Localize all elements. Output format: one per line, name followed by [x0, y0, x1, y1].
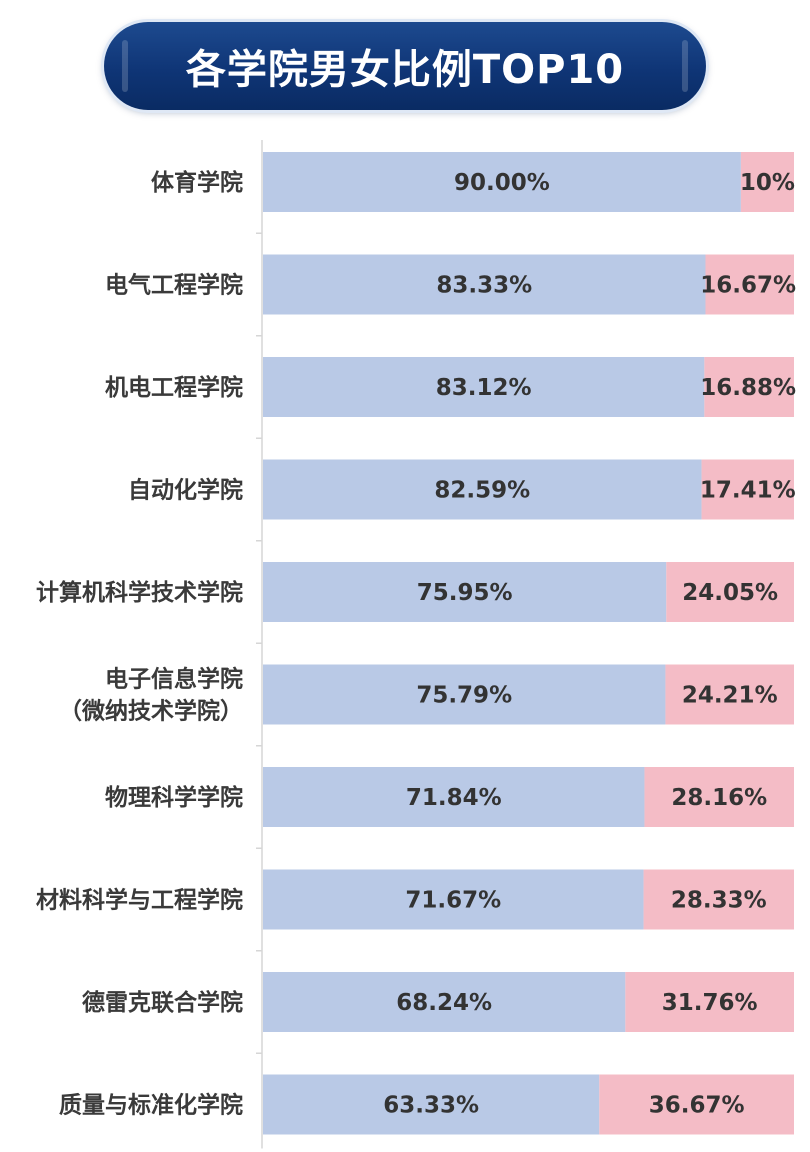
- data-label: 16.88%: [700, 375, 796, 401]
- bar-segment-series-0: [263, 357, 705, 417]
- category-label: 机电工程学院: [105, 374, 243, 401]
- bar-segment-series-1: [599, 1074, 794, 1135]
- data-label: 71.84%: [406, 785, 502, 811]
- bar-segment-series-1: [705, 254, 794, 315]
- category-label-line: 机电工程学院: [105, 374, 243, 401]
- data-label: 83.33%: [436, 273, 532, 299]
- bar-segment-series-1: [704, 357, 794, 417]
- bar-segment-series-0: [263, 254, 706, 315]
- axis-layer: [256, 140, 263, 1149]
- bar-segment-series-1: [644, 767, 794, 827]
- data-label: 17.41%: [700, 478, 796, 504]
- bar-segment-series-1: [701, 459, 794, 520]
- title-banner: 各学院男女比例TOP10: [104, 22, 706, 110]
- category-label-line: （微纳技术学院）: [59, 698, 243, 725]
- bar-segment-series-0: [263, 869, 644, 930]
- data-label: 68.24%: [396, 990, 492, 1016]
- chart-title: 各学院男女比例TOP10: [185, 47, 625, 93]
- bar-segment-series-0: [263, 664, 666, 725]
- data-label: 16.67%: [700, 273, 796, 299]
- category-label-line: 电气工程学院: [105, 272, 243, 299]
- data-label: 36.67%: [649, 1093, 745, 1119]
- bar-segment-series-0: [263, 459, 702, 520]
- category-label-line: 电子信息学院: [105, 666, 243, 693]
- data-label: 83.12%: [436, 375, 532, 401]
- bar-segment-series-1: [740, 152, 794, 212]
- category-label: 自动化学院: [128, 477, 243, 504]
- data-label: 28.16%: [671, 785, 767, 811]
- data-label: 31.76%: [662, 990, 758, 1016]
- bar-segment-series-0: [263, 152, 741, 212]
- data-label: 90.00%: [454, 170, 550, 196]
- category-label-line: 体育学院: [151, 169, 243, 196]
- bar-segment-series-0: [263, 562, 667, 622]
- bar-segment-series-1: [666, 562, 794, 622]
- category-label: 计算机科学技术学院: [36, 579, 243, 606]
- data-label: 75.79%: [416, 683, 512, 709]
- category-label: 物理科学学院: [105, 784, 243, 811]
- bars-layer: [263, 152, 794, 1135]
- bar-segment-series-1: [665, 664, 794, 725]
- category-label: 德雷克联合学院: [82, 989, 243, 1016]
- category-label-line: 计算机科学技术学院: [36, 579, 243, 606]
- category-label: 体育学院: [151, 169, 243, 196]
- category-label: 材料科学与工程学院: [36, 887, 243, 914]
- bar-segment-series-1: [625, 972, 794, 1032]
- labels-layer: 90.00% 10% 体育学院 83.33% 16.67% 电气工程学院 83.12% 16.…: [36, 169, 796, 1119]
- category-label-line: 自动化学院: [128, 477, 243, 504]
- data-label: 63.33%: [383, 1093, 479, 1119]
- data-label: 71.67%: [405, 888, 501, 914]
- category-label-line: 物理科学学院: [105, 784, 243, 811]
- bar-segment-series-0: [263, 1074, 600, 1135]
- data-label: 28.33%: [671, 888, 767, 914]
- category-label: 电子信息学院 （微纳技术学院）: [59, 666, 243, 725]
- bar-segment-series-0: [263, 972, 626, 1032]
- data-label: 82.59%: [434, 478, 530, 504]
- category-label-line: 材料科学与工程学院: [36, 887, 243, 914]
- data-label: 10%: [740, 170, 795, 196]
- data-label: 75.95%: [417, 580, 513, 606]
- data-label: 24.21%: [682, 683, 778, 709]
- data-label: 24.05%: [682, 580, 778, 606]
- category-label-line: 质量与标准化学院: [59, 1092, 243, 1119]
- bar-segment-series-1: [643, 869, 794, 930]
- category-label: 电气工程学院: [105, 272, 243, 299]
- bar-segment-series-0: [263, 767, 645, 827]
- category-label-line: 德雷克联合学院: [82, 989, 243, 1016]
- category-label: 质量与标准化学院: [59, 1092, 243, 1119]
